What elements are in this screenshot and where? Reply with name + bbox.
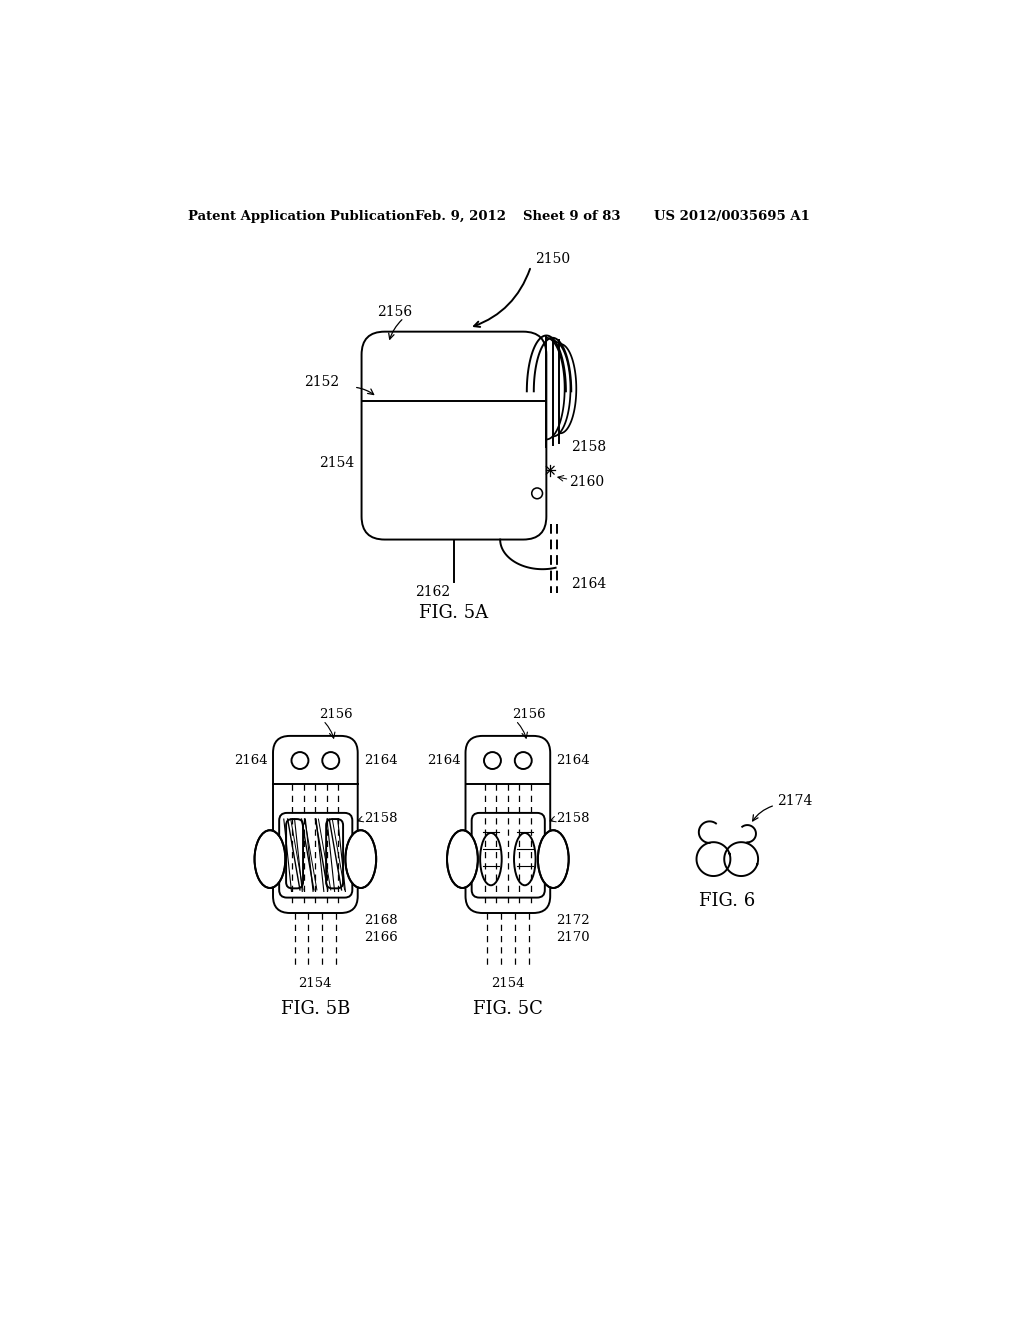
Text: Feb. 9, 2012: Feb. 9, 2012 bbox=[416, 210, 507, 223]
Text: 2154: 2154 bbox=[492, 977, 524, 990]
Text: 2164: 2164 bbox=[234, 754, 268, 767]
Text: 2170: 2170 bbox=[556, 931, 590, 944]
Text: 2154: 2154 bbox=[299, 977, 332, 990]
Text: 2168: 2168 bbox=[364, 915, 397, 927]
Text: Patent Application Publication: Patent Application Publication bbox=[188, 210, 415, 223]
Text: 2150: 2150 bbox=[535, 252, 570, 265]
Text: 2160: 2160 bbox=[569, 475, 604, 488]
Text: 2158: 2158 bbox=[571, 440, 606, 454]
Text: 2164: 2164 bbox=[571, 577, 606, 591]
Ellipse shape bbox=[345, 830, 376, 888]
Text: 2164: 2164 bbox=[364, 754, 397, 767]
Text: 2158: 2158 bbox=[556, 812, 590, 825]
Text: 2156: 2156 bbox=[319, 708, 353, 721]
Text: 2166: 2166 bbox=[364, 931, 397, 944]
Text: FIG. 6: FIG. 6 bbox=[699, 892, 756, 911]
Text: 2158: 2158 bbox=[364, 812, 397, 825]
Text: 2164: 2164 bbox=[556, 754, 590, 767]
Text: FIG. 5C: FIG. 5C bbox=[473, 1001, 543, 1018]
Text: 2156: 2156 bbox=[512, 708, 546, 721]
Text: 2174: 2174 bbox=[777, 795, 813, 808]
Text: Sheet 9 of 83: Sheet 9 of 83 bbox=[523, 210, 621, 223]
Text: 2154: 2154 bbox=[319, 455, 354, 470]
Ellipse shape bbox=[447, 830, 478, 888]
Text: 2152: 2152 bbox=[304, 375, 339, 388]
Text: FIG. 5A: FIG. 5A bbox=[420, 603, 488, 622]
Text: FIG. 5B: FIG. 5B bbox=[281, 1001, 350, 1018]
Text: 2172: 2172 bbox=[556, 915, 590, 927]
Text: US 2012/0035695 A1: US 2012/0035695 A1 bbox=[654, 210, 810, 223]
Ellipse shape bbox=[538, 830, 568, 888]
Text: 2156: 2156 bbox=[377, 305, 412, 319]
Ellipse shape bbox=[255, 830, 286, 888]
Text: 2162: 2162 bbox=[415, 585, 451, 599]
Text: 2164: 2164 bbox=[427, 754, 461, 767]
